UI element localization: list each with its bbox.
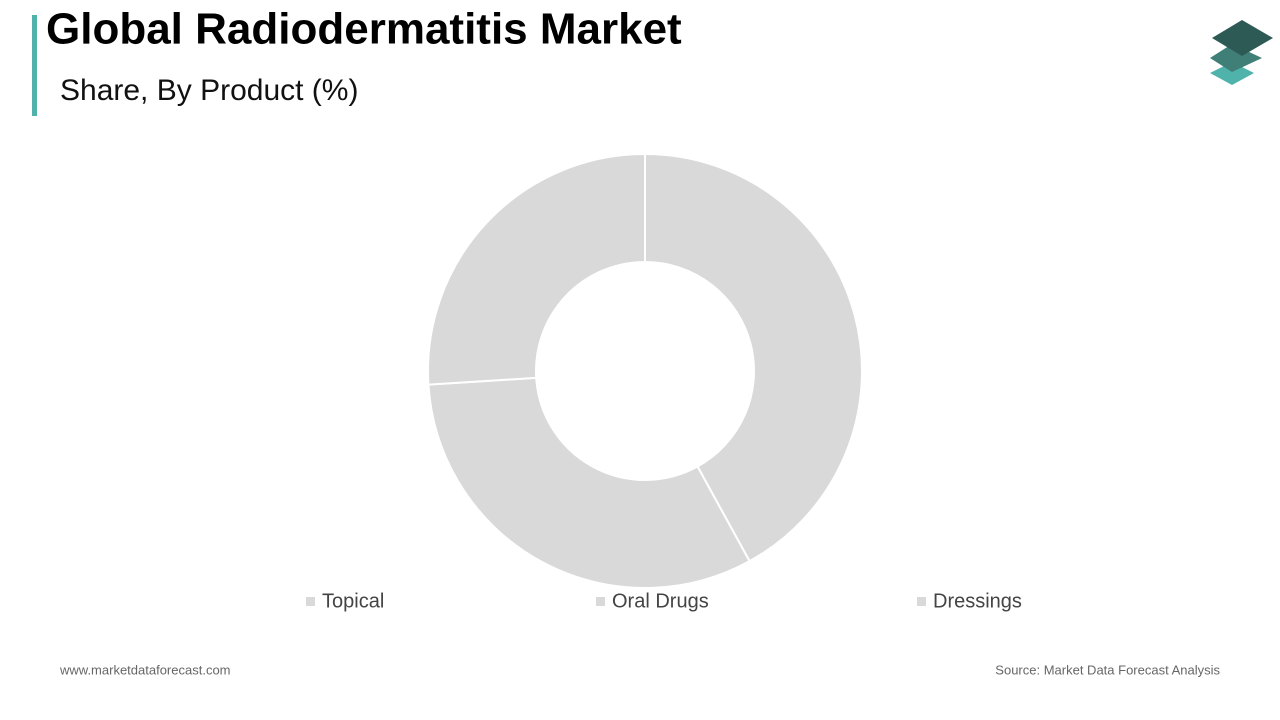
legend-marker <box>306 597 315 606</box>
donut-segment <box>427 376 751 590</box>
legend-label: Topical <box>322 590 384 612</box>
legend-label: Oral Drugs <box>612 590 709 612</box>
donut-segment <box>427 152 646 386</box>
title-accent <box>32 15 37 116</box>
legend-marker <box>596 597 605 606</box>
logo <box>1210 20 1273 85</box>
chart-subtitle: Share, By Product (%) <box>60 74 358 107</box>
chart-title: Global Radiodermatitis Market <box>46 5 682 54</box>
donut-segment <box>644 152 864 563</box>
legend-label: Dressings <box>933 590 1022 612</box>
legend-marker <box>917 597 926 606</box>
source: Source: Market Data Forecast Analysis <box>995 662 1220 677</box>
website: www.marketdataforecast.com <box>59 662 231 677</box>
